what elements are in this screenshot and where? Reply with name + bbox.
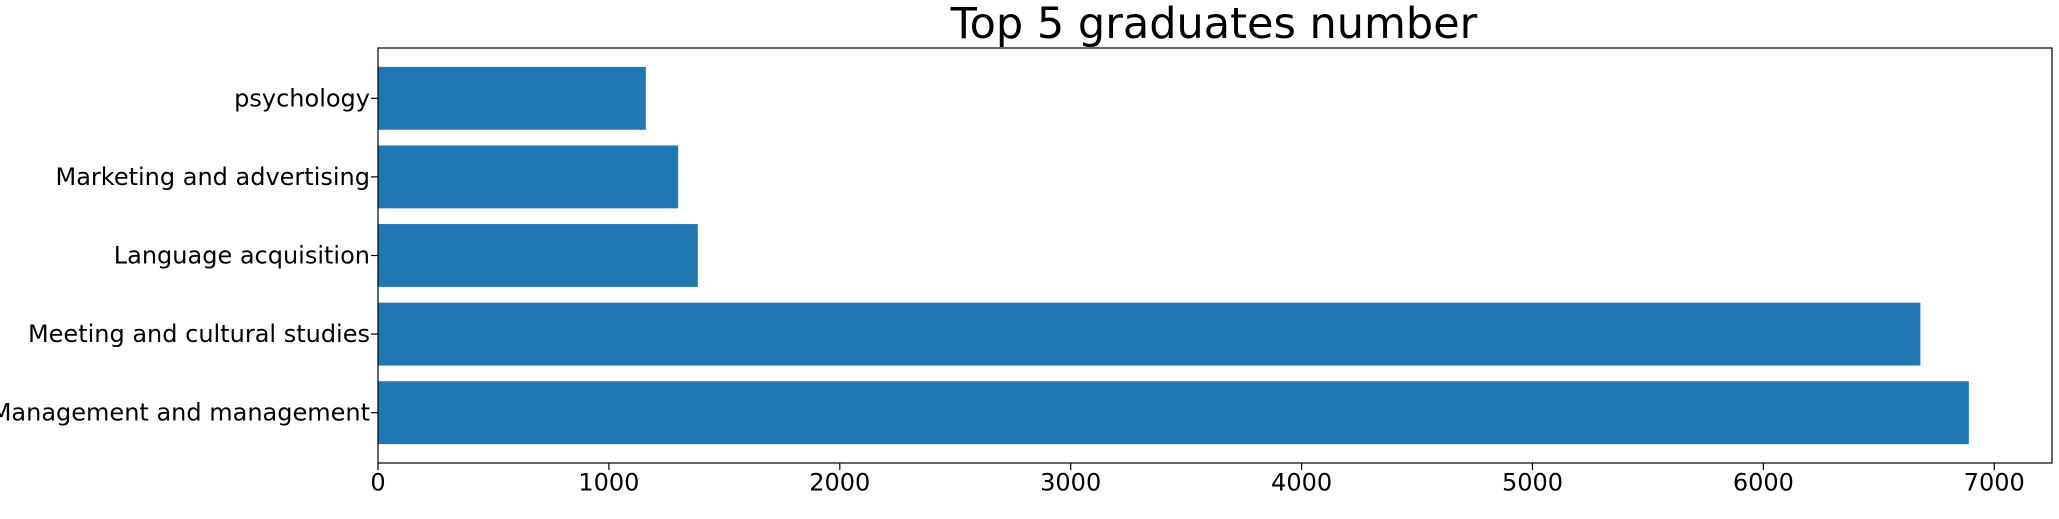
bar-1 — [378, 302, 1921, 366]
x-tick-label: 5000 — [1502, 469, 1563, 497]
y-tick-label: Language acquisition — [114, 242, 370, 270]
bar-3 — [378, 145, 679, 209]
y-axis: Management and management Meeting and cul… — [0, 84, 378, 427]
chart-title: Top 5 graduates number — [950, 0, 1478, 49]
x-tick-label: 7000 — [1964, 469, 2025, 497]
y-tick-label: Management and management — [0, 399, 370, 427]
y-tick-label: Meeting and cultural studies — [28, 320, 370, 348]
bar-0 — [378, 381, 1969, 445]
x-axis: 0 1000 2000 3000 4000 5000 6000 7000 — [370, 463, 2025, 497]
x-tick-label: 6000 — [1733, 469, 1794, 497]
bar-4 — [378, 66, 646, 130]
x-tick-label: 2000 — [809, 469, 870, 497]
y-tick-label: Marketing and advertising — [56, 163, 371, 191]
bar-2 — [378, 224, 698, 287]
x-tick-label: 0 — [370, 469, 385, 497]
y-tick-label: psychology — [234, 84, 370, 112]
x-tick-label: 3000 — [1040, 469, 1101, 497]
bars-group — [378, 66, 1969, 445]
x-tick-label: 4000 — [1271, 469, 1332, 497]
x-tick-label: 1000 — [578, 469, 639, 497]
plot-area-frame — [377, 47, 2053, 464]
